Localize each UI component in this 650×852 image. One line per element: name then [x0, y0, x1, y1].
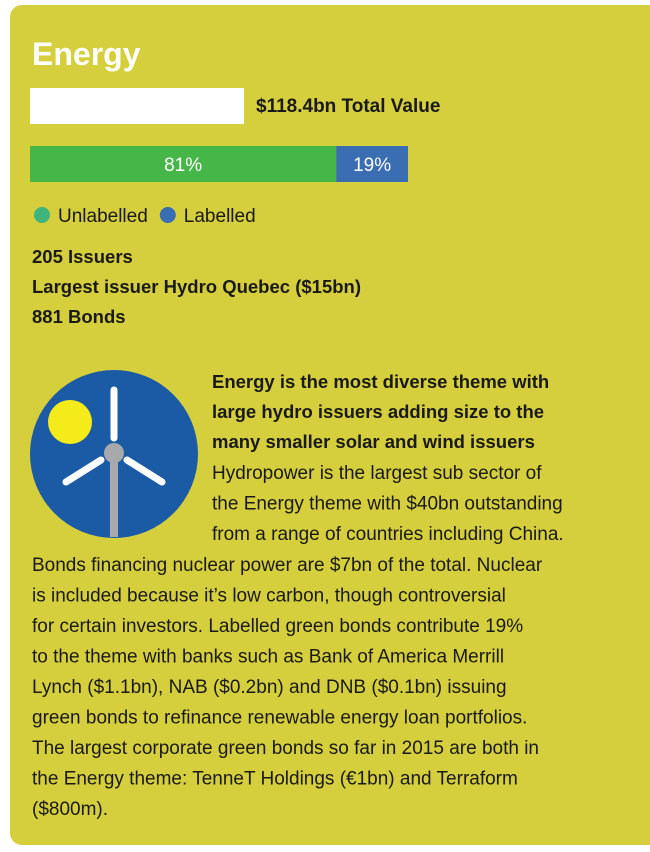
body-text: the Energy theme with $40bn outstanding — [212, 494, 563, 515]
stat: Largest issuer Hydro Quebec ($15bn) — [32, 276, 361, 297]
body-text: green bonds to refinance renewable energ… — [32, 708, 527, 729]
body-text: Bonds financing nuclear power are $7bn o… — [32, 555, 543, 576]
data-label: 81% — [164, 155, 202, 176]
highlight-heading: large hydro issuers adding size to the — [212, 401, 544, 422]
body-text: The largest corporate green bonds so far… — [32, 738, 539, 759]
highlight-heading: Energy is the most diverse theme with — [212, 371, 549, 392]
body-text: from a range of countries including Chin… — [212, 524, 564, 545]
body-text: the Energy theme: TenneT Holdings (€1bn)… — [32, 769, 518, 790]
total-value: $118.4bn Total Value — [256, 96, 440, 117]
body-text: ($800m). — [32, 799, 108, 820]
legend-swatch — [34, 207, 50, 223]
stat: 881 Bonds — [32, 306, 126, 327]
legend-label: Unlabelled — [58, 206, 148, 227]
highlight-heading: many smaller solar and wind issuers — [212, 431, 535, 452]
bar-segment — [336, 146, 408, 182]
body-text: Lynch ($1.1bn), NAB ($0.2bn) and DNB ($0… — [32, 677, 507, 698]
body-text: for certain investors. Labelled green bo… — [32, 616, 523, 637]
legend-swatch — [159, 207, 176, 223]
icon — [30, 370, 198, 538]
stat: 205 Issuers — [32, 246, 133, 267]
title: Energy — [32, 36, 141, 72]
legend-label: Labelled — [184, 206, 256, 227]
bar-segment — [30, 146, 337, 182]
body-text: Hydropower is the largest sub sector of — [212, 463, 542, 484]
body-text: is included because it’s low carbon, tho… — [32, 586, 506, 607]
data-label: 19% — [353, 155, 391, 176]
total-value-bar — [30, 88, 244, 124]
body-text: to the theme with banks such as Bank of … — [32, 647, 504, 668]
